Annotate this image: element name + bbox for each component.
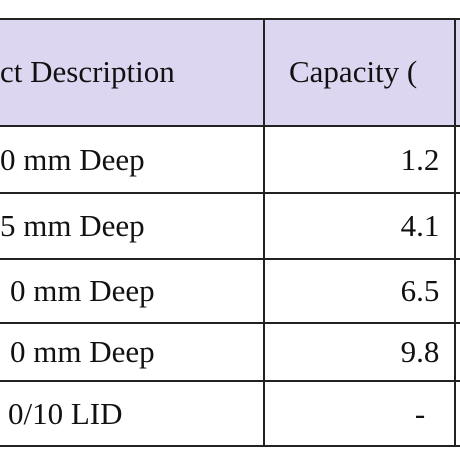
row-divider: [0, 18, 460, 20]
column-divider: [263, 18, 265, 446]
row-divider: [0, 125, 460, 127]
row-divider: [0, 258, 460, 260]
capacity-cell: 4.1: [400, 208, 440, 243]
description-cell: 0 mm Deep: [10, 334, 155, 369]
column-divider: [454, 18, 456, 446]
header-background: [0, 18, 460, 125]
row-divider: [0, 192, 460, 194]
row-divider: [0, 322, 460, 324]
capacity-cell: 9.8: [400, 334, 440, 369]
description-cell: 0/10 LID: [8, 395, 123, 431]
row-divider: [0, 445, 460, 447]
capacity-cell: 6.5: [400, 273, 440, 308]
description-cell: 0 mm Deep: [0, 141, 145, 177]
description-cell: 0 mm Deep: [10, 273, 155, 308]
row-divider: [0, 380, 460, 382]
header-cell: Capacity (: [289, 54, 418, 89]
capacity-cell: -: [414, 395, 426, 431]
header-cell: ct Description: [0, 54, 175, 89]
capacity-cell: 1.2: [400, 141, 440, 177]
description-cell: 5 mm Deep: [0, 208, 145, 243]
